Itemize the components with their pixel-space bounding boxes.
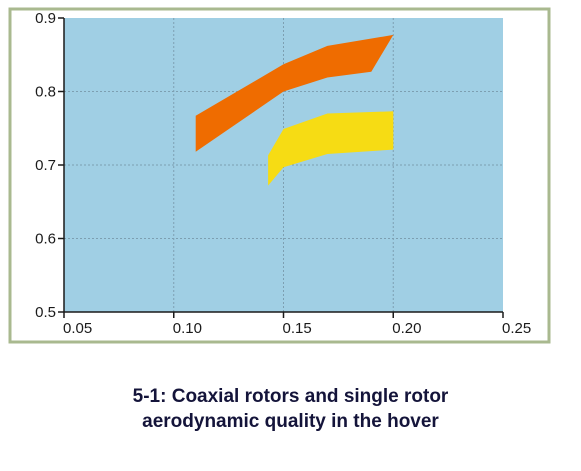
figure-caption: 5-1: Coaxial rotors and single rotor aer…: [0, 384, 581, 434]
chart: 0.5 0.6 0.7 0.8 0.9 0.05 0.10 0.15 0.20 0.25: [0, 0, 581, 360]
x-tick-label: 0.20: [392, 320, 421, 337]
caption-line-2: aerodynamic quality in the hover: [0, 409, 581, 434]
caption-line-1: 5-1: Coaxial rotors and single rotor: [0, 384, 581, 409]
y-tick-label: 0.7: [35, 157, 56, 174]
y-tick-label: 0.5: [35, 304, 56, 321]
x-tick-label: 0.05: [63, 320, 92, 337]
x-tick-label: 0.10: [173, 320, 202, 337]
x-tick-label: 0.15: [283, 320, 312, 337]
y-tick-label: 0.6: [35, 231, 56, 248]
y-tick-label: 0.9: [35, 10, 56, 27]
x-tick-label: 0.25: [502, 320, 531, 337]
y-tick-label: 0.8: [35, 84, 56, 101]
